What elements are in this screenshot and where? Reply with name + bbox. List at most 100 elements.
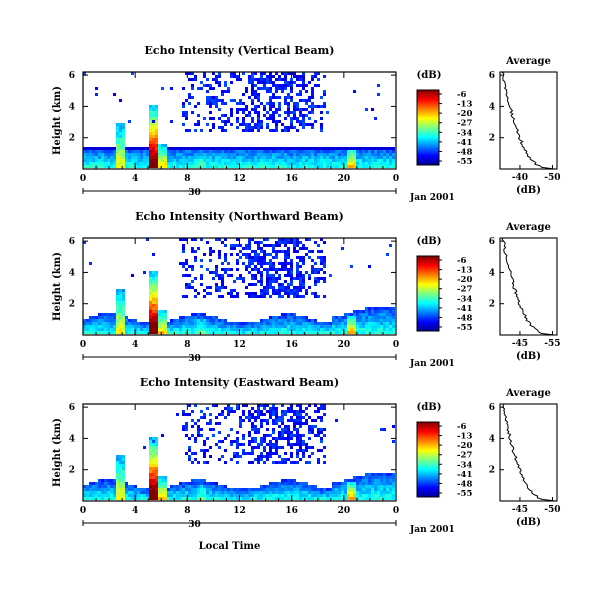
heatmap-cell — [272, 147, 275, 150]
heatmap-cell — [119, 298, 122, 301]
heatmap-cell — [257, 78, 260, 81]
heatmap-cell — [275, 271, 278, 274]
heatmap-cell — [191, 491, 194, 494]
heatmap-cell — [284, 428, 287, 431]
heatmap-cell — [191, 425, 194, 428]
heatmap-cell — [254, 322, 257, 325]
heatmap-cell — [335, 165, 338, 168]
heatmap-cell — [374, 331, 377, 334]
heatmap-cell — [227, 150, 230, 153]
heatmap-cell — [200, 87, 203, 90]
heatmap-cell — [380, 325, 383, 328]
heatmap-cell — [344, 316, 347, 319]
heatmap-cell — [392, 473, 395, 476]
heatmap-cell — [209, 322, 212, 325]
heatmap-cell — [233, 488, 236, 491]
x-tick-label: 16 — [285, 340, 298, 350]
heatmap-cell — [281, 428, 284, 431]
heatmap-cell — [233, 331, 236, 334]
heatmap-cell — [209, 150, 212, 153]
heatmap-cell — [206, 422, 209, 425]
heatmap-cell — [302, 416, 305, 419]
heatmap-cell — [137, 156, 140, 159]
heatmap-cell — [248, 262, 251, 265]
heatmap-cell — [236, 292, 239, 295]
heatmap-cell — [317, 431, 320, 434]
heatmap-cell — [284, 111, 287, 114]
heatmap-cell — [188, 319, 191, 322]
heatmap-cell — [344, 165, 347, 168]
heatmap-cell — [182, 111, 185, 114]
heatmap-cell — [260, 458, 263, 461]
heatmap-cell — [275, 129, 278, 132]
heatmap-cell — [125, 156, 128, 159]
x-tick-label: 8 — [184, 174, 190, 184]
heatmap-cell — [131, 274, 134, 277]
heatmap-cell — [314, 268, 317, 271]
heatmap-cell — [257, 428, 260, 431]
heatmap-cell — [110, 156, 113, 159]
heatmap-cell — [386, 325, 389, 328]
heatmap-cell — [242, 325, 245, 328]
heatmap-cell — [119, 325, 122, 328]
heatmap-cell — [278, 482, 281, 485]
heatmap-cell — [113, 331, 116, 334]
heatmap-cell — [287, 256, 290, 259]
heatmap-cell — [86, 147, 89, 150]
heatmap-cell — [284, 488, 287, 491]
heatmap-cell — [272, 482, 275, 485]
heatmap-cell — [257, 147, 260, 150]
heatmap-cell — [299, 93, 302, 96]
heatmap-cell — [209, 316, 212, 319]
heatmap-cell — [197, 165, 200, 168]
heatmap-cell — [143, 331, 146, 334]
heatmap-cell — [392, 153, 395, 156]
heatmap-cell — [116, 488, 119, 491]
average-y-tick-label: 4 — [489, 268, 495, 278]
heatmap-cell — [365, 150, 368, 153]
heatmap-cell — [203, 479, 206, 482]
heatmap-cell — [197, 156, 200, 159]
heatmap-cell — [155, 452, 158, 455]
heatmap-cell — [185, 494, 188, 497]
heatmap-cell — [353, 494, 356, 497]
heatmap-cell — [296, 422, 299, 425]
heatmap-cell — [104, 156, 107, 159]
colorbar-tick-label: -13 — [457, 266, 472, 276]
heatmap-cell — [191, 84, 194, 87]
heatmap-cell — [344, 325, 347, 328]
heatmap-cell — [284, 289, 287, 292]
heatmap-cell — [200, 434, 203, 437]
heatmap-cell — [305, 165, 308, 168]
heatmap-cell — [203, 488, 206, 491]
heatmap-cell — [275, 126, 278, 129]
heatmap-cell — [149, 138, 152, 141]
heatmap-cell — [275, 153, 278, 156]
heatmap-cell — [113, 488, 116, 491]
heatmap-cell — [341, 150, 344, 153]
heatmap-cell — [245, 331, 248, 334]
heatmap-cell — [257, 295, 260, 298]
heatmap-cell — [239, 150, 242, 153]
heatmap-cell — [296, 159, 299, 162]
heatmap-cell — [101, 479, 104, 482]
heatmap-cell — [392, 491, 395, 494]
heatmap-cell — [275, 108, 278, 111]
heatmap-cell — [317, 250, 320, 253]
heatmap-cell — [254, 153, 257, 156]
heatmap-cell — [188, 446, 191, 449]
heatmap-cell — [125, 322, 128, 325]
heatmap-cell — [320, 440, 323, 443]
heatmap-cell — [167, 491, 170, 494]
heatmap-cell — [158, 144, 161, 147]
heatmap-cell — [371, 331, 374, 334]
heatmap-cell — [161, 322, 164, 325]
x-tick-label: 0 — [393, 506, 399, 516]
heatmap-cell — [275, 488, 278, 491]
heatmap-cell — [284, 413, 287, 416]
heatmap-cell — [317, 322, 320, 325]
heatmap-cell — [278, 325, 281, 328]
heatmap-cell — [278, 156, 281, 159]
heatmap-cell — [86, 328, 89, 331]
heatmap-cell — [278, 431, 281, 434]
